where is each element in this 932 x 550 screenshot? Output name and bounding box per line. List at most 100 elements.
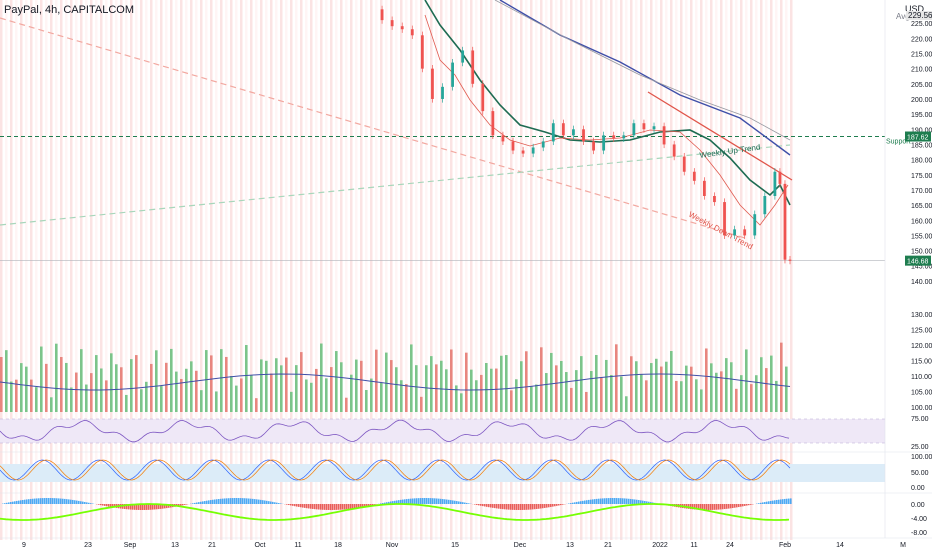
x-tick: 11: [294, 542, 301, 549]
grid-stripe: [190, 0, 193, 540]
volume-bar: [575, 370, 578, 412]
osc-bar: [82, 501, 84, 504]
price-tick: 195.00: [911, 112, 932, 119]
osc-bar: [50, 498, 52, 504]
osc-bar: [412, 498, 414, 504]
grid-stripe: [310, 0, 313, 540]
osc-bar: [358, 504, 360, 508]
grid-stripe: [660, 0, 663, 540]
grid-stripe: [45, 0, 48, 540]
grid-stripe: [410, 0, 413, 540]
volume-bar: [450, 349, 453, 412]
osc-bar: [552, 504, 554, 507]
osc-bar: [72, 499, 74, 504]
osc-bar: [160, 504, 162, 509]
osc-bar: [408, 498, 410, 504]
osc-bar: [60, 498, 62, 504]
osc-bar: [316, 504, 318, 510]
osc-bar: [616, 498, 618, 504]
volume-bar: [540, 347, 543, 412]
osc-bar: [530, 504, 532, 510]
volume-bar: [210, 355, 213, 412]
osc-bar: [468, 503, 470, 504]
osc-bar: [52, 498, 54, 504]
volume-bar: [700, 389, 703, 412]
osc-bar: [418, 498, 420, 504]
osc-bar: [48, 498, 50, 504]
grid-stripe: [230, 0, 233, 540]
osc-bar: [276, 502, 278, 504]
candle-body: [390, 20, 394, 27]
osc-bar: [14, 501, 16, 504]
osc-bar: [236, 498, 238, 504]
osc-bar: [550, 504, 552, 507]
grid-stripe: [305, 0, 308, 540]
volume-bar: [455, 385, 458, 412]
osc-bar: [208, 500, 210, 504]
candle-body: [602, 135, 606, 151]
osc-bar: [510, 504, 512, 510]
price-tick: 225.00: [911, 21, 932, 28]
osc-bar: [556, 504, 558, 506]
volume-bar: [415, 365, 418, 412]
candle-body: [642, 123, 646, 130]
osc-bar: [490, 504, 492, 508]
osc-bar: [204, 501, 206, 504]
x-tick: 21: [208, 542, 216, 549]
volume-bar: [560, 360, 563, 412]
osc-bar: [350, 504, 352, 509]
grid-stripe: [645, 0, 648, 540]
volume-bar: [330, 367, 333, 412]
osc-bar: [8, 502, 10, 504]
grid-stripe: [595, 0, 598, 540]
osc-bar: [726, 504, 728, 509]
osc-bar: [294, 504, 296, 507]
volume-bar: [645, 380, 648, 412]
volume-bar: [70, 387, 73, 412]
chart-title: PayPal, 4h, CAPITALCOM: [4, 4, 135, 16]
volume-bar: [580, 356, 583, 412]
osc-bar: [226, 498, 228, 504]
osc-bar: [586, 500, 588, 504]
volume-bar: [135, 355, 138, 412]
osc-bar: [644, 500, 646, 504]
osc-bar: [158, 504, 160, 510]
osc-bar: [254, 499, 256, 504]
osc-bar: [696, 504, 698, 510]
x-tick: 18: [334, 542, 342, 549]
osc-bar: [734, 504, 736, 508]
osc-bar: [614, 498, 616, 504]
volume-bar: [285, 357, 288, 412]
osc-bar: [736, 504, 738, 508]
osc-bar: [300, 504, 302, 508]
volume-bar: [60, 357, 63, 412]
volume-bar: [175, 371, 178, 412]
osc-bar: [430, 498, 432, 504]
osc-bar: [58, 498, 60, 504]
grid-stripe: [105, 0, 108, 540]
grid-stripe: [735, 0, 738, 540]
osc-bar: [624, 498, 626, 504]
volume-bar: [345, 397, 348, 412]
grid-stripe: [500, 0, 503, 540]
osc-bar: [398, 500, 400, 504]
volume-bar: [620, 376, 623, 412]
volume-bar: [630, 356, 633, 412]
grid-stripe: [545, 0, 548, 540]
volume-bar: [20, 363, 23, 412]
osc-bar: [272, 501, 274, 504]
grid-stripe: [510, 0, 513, 540]
osc-bar: [390, 501, 392, 504]
volume-bar: [595, 354, 598, 412]
grid-stripe: [525, 0, 528, 540]
grid-stripe: [690, 0, 693, 540]
osc-bar: [448, 499, 450, 504]
candle-body: [723, 202, 726, 236]
grid-stripe: [560, 0, 563, 540]
osc-bar: [340, 504, 342, 510]
last-price-box: [905, 255, 931, 266]
osc-bar: [508, 504, 510, 510]
volume-bar: [445, 369, 448, 412]
candle-body: [702, 180, 706, 196]
volume-bar: [500, 355, 503, 412]
